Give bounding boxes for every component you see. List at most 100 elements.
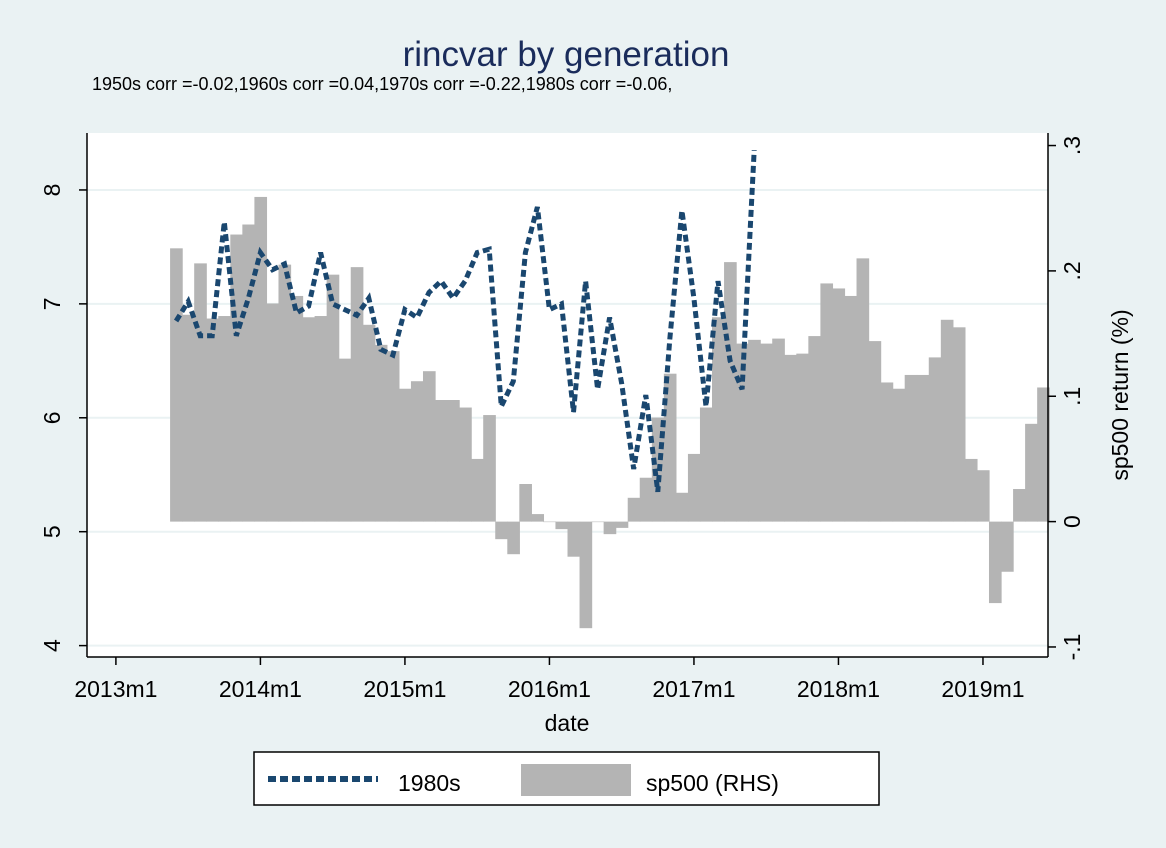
y-right-tick-label: .1 <box>1059 387 1085 406</box>
sp500-bar <box>964 458 978 522</box>
sp500-bar <box>1013 489 1026 522</box>
sp500-bar <box>603 521 617 535</box>
sp500-bar <box>1001 521 1014 572</box>
sp500-bar <box>784 354 797 522</box>
sp500-bar <box>507 521 520 555</box>
sp500-bar <box>338 358 352 522</box>
sp500-bar <box>808 336 821 522</box>
sp500-bar <box>687 453 701 522</box>
sp500-bar <box>663 373 677 522</box>
x-axis-label: date <box>545 710 590 736</box>
sp500-bar <box>639 477 653 522</box>
y-left-tick-label: 6 <box>39 411 65 424</box>
sp500-bar <box>398 388 412 522</box>
sp500-bar <box>796 353 809 522</box>
sp500-bar <box>844 295 858 522</box>
y-right-tick-label: .2 <box>1059 261 1085 280</box>
sp500-bar <box>868 341 882 522</box>
sp500-bar <box>820 283 834 522</box>
sp500-bar <box>772 338 785 522</box>
x-tick-label: 2017m1 <box>652 676 735 702</box>
sp500-bar <box>471 458 484 522</box>
sp500-bar <box>483 415 496 522</box>
sp500-bar <box>976 470 990 522</box>
sp500-bar <box>182 314 195 522</box>
sp500-bars <box>170 196 1050 629</box>
sp500-bar <box>988 521 1002 604</box>
sp500-bar <box>615 521 629 528</box>
sp500-bar <box>724 262 737 522</box>
sp500-bar <box>579 521 593 629</box>
sp500-bar <box>254 196 268 522</box>
sp500-bar <box>543 521 557 523</box>
sp500-bar <box>218 316 231 522</box>
sp500-bar <box>699 407 713 522</box>
y-axis-right-label: sp500 return (%) <box>1107 309 1133 480</box>
sp500-bar <box>567 521 581 557</box>
sp500-bar <box>422 371 436 522</box>
sp500-bar <box>627 497 641 522</box>
sp500-bar <box>459 407 472 522</box>
legend: 1980s sp500 (RHS) <box>253 751 880 806</box>
legend-label-sp500: sp500 (RHS) <box>646 770 779 796</box>
sp500-bar <box>675 492 689 522</box>
x-tick-label: 2018m1 <box>797 676 880 702</box>
sp500-bar <box>1037 387 1050 522</box>
sp500-bar <box>374 344 388 522</box>
sp500-bar <box>880 382 894 522</box>
sp500-bar <box>856 258 870 522</box>
sp500-bar <box>266 303 280 522</box>
sp500-bar <box>952 327 966 522</box>
sp500-bar <box>760 343 773 522</box>
sp500-bar <box>916 374 930 522</box>
sp500-bar <box>350 267 364 522</box>
sp500-bar <box>519 484 532 522</box>
y-left-tick-label: 8 <box>39 184 65 197</box>
sp500-bar <box>892 388 906 522</box>
chart-title: rincvar by generation <box>403 35 730 74</box>
sp500-bar <box>591 521 605 523</box>
sp500-bar <box>230 234 243 522</box>
y-right-tick-label: -.1 <box>1059 634 1085 661</box>
legend-swatch-sp500 <box>521 764 631 796</box>
sp500-bar <box>290 295 304 522</box>
sp500-bar <box>326 274 340 522</box>
y-right-tick-label: 0 <box>1059 515 1085 528</box>
x-tick-label: 2016m1 <box>508 676 591 702</box>
sp500-bar <box>495 521 508 540</box>
y-right-tick-label: .3 <box>1059 136 1085 155</box>
sp500-bar <box>170 248 183 522</box>
x-tick-label: 2014m1 <box>219 676 302 702</box>
x-tick-label: 2013m1 <box>74 676 157 702</box>
sp500-bar <box>278 264 292 522</box>
sp500-bar <box>206 318 219 522</box>
sp500-bar <box>928 357 942 522</box>
sp500-bar <box>940 319 954 522</box>
sp500-bar <box>748 339 761 522</box>
sp500-bar <box>435 400 448 522</box>
chart-subtitle: 1950s corr =-0.02,1960s corr =0.04,1970s… <box>92 74 672 94</box>
x-tick-label: 2019m1 <box>941 676 1024 702</box>
axes: 4 5 6 7 8 -.1 0 .1 .2 .3 2013m1 2014m1 2015m1 2016m1 2… <box>39 133 1085 702</box>
sp500-bar <box>362 324 376 522</box>
y-left-tick-label: 7 <box>39 297 65 310</box>
sp500-bar <box>194 263 207 522</box>
series-line-1980s <box>173 149 757 493</box>
sp500-bar <box>242 224 255 522</box>
y-left-tick-label: 4 <box>39 639 65 652</box>
sp500-bar <box>904 374 918 522</box>
sp500-bar <box>410 381 424 522</box>
legend-label-1980s: 1980s <box>398 770 461 796</box>
sp500-bar <box>302 317 316 522</box>
sp500-bar <box>314 316 328 522</box>
sp500-bar <box>1025 423 1038 522</box>
sp500-bar <box>832 288 846 522</box>
sp500-bar <box>447 400 460 522</box>
sp500-bar <box>712 317 725 522</box>
x-tick-label: 2015m1 <box>363 676 446 702</box>
sp500-bar <box>386 351 400 522</box>
sp500-bar <box>531 514 545 522</box>
sp500-bar <box>555 521 569 530</box>
y-left-tick-label: 5 <box>39 525 65 538</box>
